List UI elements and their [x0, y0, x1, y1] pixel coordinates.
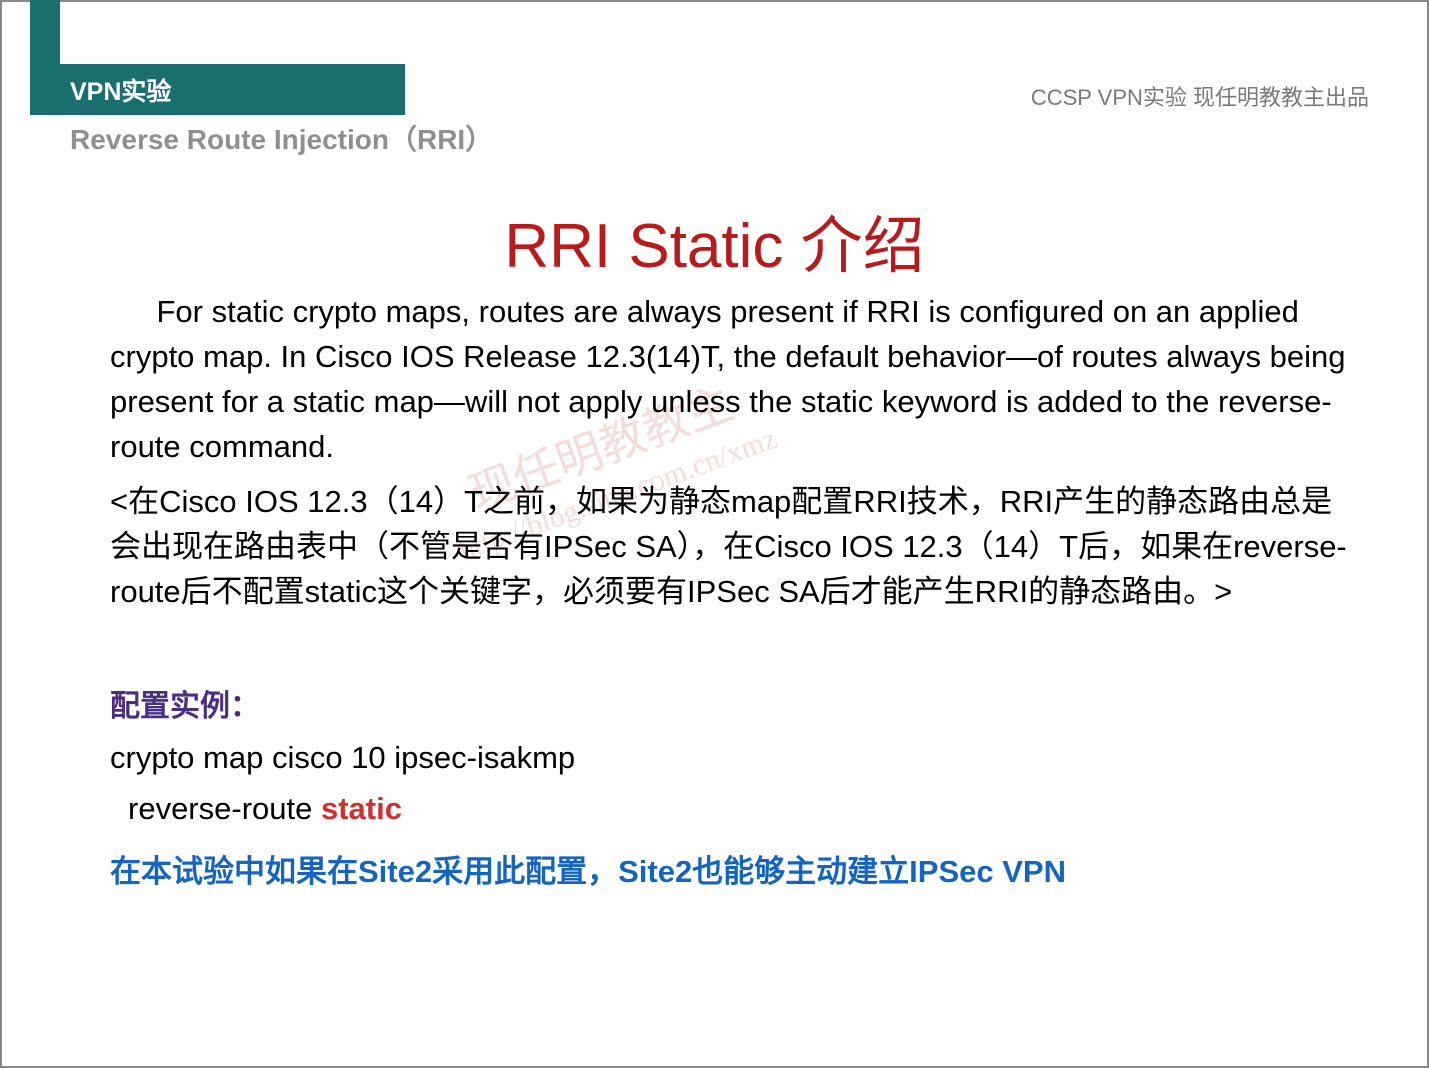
course-label: CCSP VPN实验 现任明教教主出品	[1031, 80, 1369, 112]
config-static-keyword: static	[321, 791, 402, 826]
note-line: 在本试验中如果在Site2采用此配置，Site2也能够主动建立IPSec VPN	[110, 850, 1349, 895]
subtitle-text: Reverse Route Injection（RRI）	[70, 118, 493, 158]
topic-label: VPN实验	[70, 72, 171, 108]
topic-banner: VPN实验	[30, 64, 405, 115]
body-content: For static crypto maps, routes are alway…	[110, 290, 1349, 895]
paragraph-chinese: <在Cisco IOS 12.3（14）T之前，如果为静态map配置RRI技术，…	[110, 480, 1349, 615]
slide: VPN实验 Reverse Route Injection（RRI） CCSP …	[0, 0, 1429, 1068]
config-line-2-prefix: reverse-route	[128, 791, 321, 826]
config-example-label: 配置实例：	[110, 685, 1349, 729]
config-line-1: crypto map cisco 10 ipsec-isakmp	[110, 736, 1349, 781]
config-line-2: reverse-route static	[128, 787, 1349, 832]
slide-title: RRI Static 介绍	[0, 195, 1429, 285]
paragraph-english: For static crypto maps, routes are alway…	[110, 290, 1349, 470]
